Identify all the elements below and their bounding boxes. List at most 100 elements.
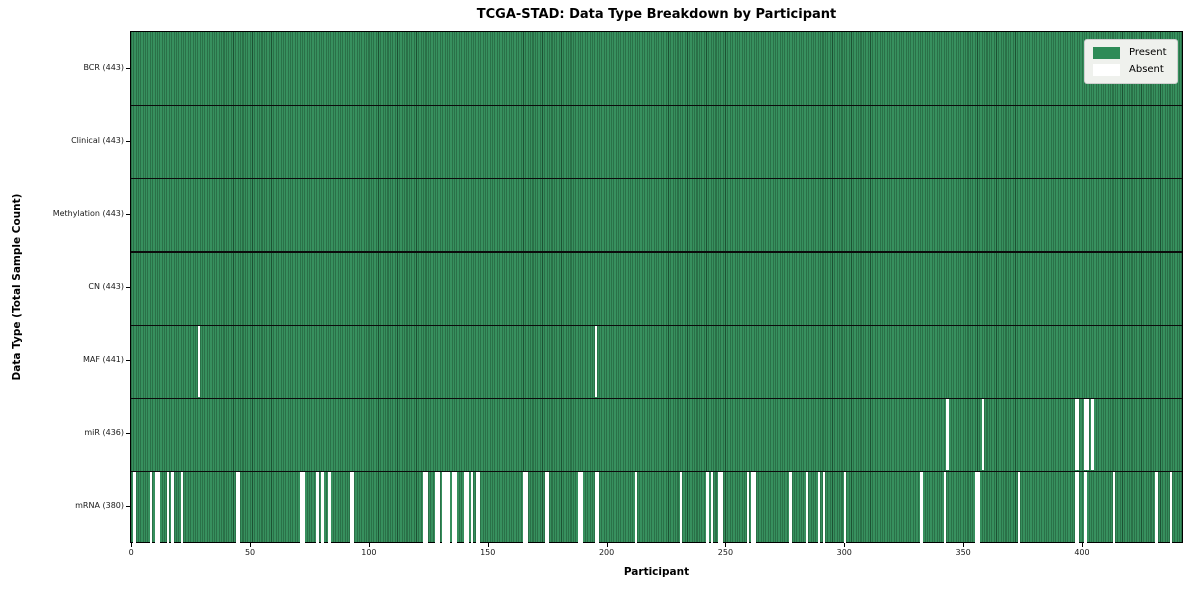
absent-cell-mRNA — [328, 471, 331, 543]
absent-cell-mRNA — [706, 471, 709, 543]
xtick-label-200: 200 — [598, 548, 615, 557]
absent-cell-mRNA — [157, 471, 160, 543]
absent-cell-mRNA — [844, 471, 847, 543]
xtick-mark — [1081, 543, 1083, 547]
absent-cell-mRNA — [720, 471, 723, 543]
xtick-mark — [250, 543, 252, 547]
absent-cell-miR — [981, 398, 985, 470]
legend-item-absent: Absent — [1093, 64, 1168, 76]
absent-cell-mRNA — [316, 471, 319, 543]
row-divider — [131, 470, 1182, 473]
absent-cell-mRNA — [1155, 471, 1158, 543]
absent-cell-mRNA — [299, 471, 303, 543]
xtick-mark — [368, 543, 370, 547]
absent-cell-mRNA — [166, 471, 170, 543]
absent-cell-mRNA — [321, 471, 324, 543]
ytick-label-CN: CN (443) — [88, 282, 124, 291]
ytick-mark — [126, 213, 130, 215]
xtick-label-350: 350 — [955, 548, 971, 557]
absent-cell-mRNA — [596, 471, 600, 543]
ytick-mark — [126, 287, 130, 288]
absent-cell-MAF — [197, 325, 200, 397]
xtick-mark — [131, 543, 133, 547]
absent-cell-mRNA — [789, 471, 792, 543]
legend-label-absent: Absent — [1129, 64, 1164, 75]
xtick-mark — [725, 543, 727, 547]
absent-cell-mRNA — [546, 471, 550, 543]
absent-cell-mRNA — [817, 471, 821, 543]
absent-cell-mRNA — [470, 471, 474, 543]
ytick-mark — [126, 67, 130, 69]
legend-item-present: Present — [1093, 47, 1168, 59]
absent-cell-mRNA — [423, 471, 426, 543]
ytick-label-Methylation: Methylation (443) — [52, 208, 124, 218]
ytick-mark — [126, 506, 130, 508]
absent-cell-mRNA — [237, 471, 241, 543]
absent-cell-mRNA — [920, 471, 923, 543]
absent-cell-mRNA — [475, 471, 479, 543]
absent-cell-mRNA — [680, 471, 683, 543]
absent-cell-mRNA — [594, 471, 597, 543]
absent-cell-mRNA — [180, 471, 184, 543]
row-divider — [131, 178, 1182, 180]
absent-cell-mRNA — [806, 471, 809, 543]
row-divider — [131, 324, 1182, 326]
ytick-label-Clinical: Clinical (443) — [71, 135, 124, 145]
absent-cell-mRNA — [710, 471, 714, 543]
absent-cell-mRNA — [544, 471, 547, 543]
absent-cell-mRNA — [634, 471, 638, 543]
xtick-mark — [963, 543, 965, 547]
xtick-label-300: 300 — [836, 548, 852, 557]
absent-cell-mRNA — [466, 471, 469, 543]
row-divider — [131, 251, 1182, 253]
absent-cell-mRNA — [1017, 471, 1020, 543]
absent-cell-mRNA — [525, 471, 528, 543]
absent-cell-miR — [1091, 398, 1094, 470]
absent-swatch-icon — [1093, 64, 1120, 76]
ytick-label-BCR: BCR (443) — [83, 62, 124, 72]
row-divider — [131, 397, 1182, 399]
ytick-label-miR: miR (436) — [84, 428, 124, 438]
xtick-label-100: 100 — [361, 548, 377, 557]
ytick-mark — [126, 433, 130, 435]
absent-cell-mRNA — [447, 471, 450, 543]
absent-cell-miR — [946, 398, 949, 470]
absent-cell-mRNA — [133, 471, 136, 543]
absent-cell-miR — [1077, 398, 1080, 470]
ytick-label-mRNA: mRNA (380) — [75, 501, 124, 511]
absent-cell-MAF — [594, 325, 597, 397]
absent-cell-mRNA — [580, 471, 583, 543]
absent-cell-mRNA — [943, 471, 947, 543]
chart-title: TCGA-STAD: Data Type Breakdown by Partic… — [476, 7, 837, 22]
absent-cell-mRNA — [577, 471, 581, 543]
absent-cell-mRNA — [435, 471, 438, 543]
row-divider — [131, 105, 1182, 107]
absent-cell-mRNA — [718, 471, 721, 543]
absent-cell-mRNA — [451, 471, 455, 543]
absent-cell-mRNA — [1112, 471, 1116, 543]
legend-label-present: Present — [1129, 47, 1167, 58]
absent-cell-mRNA — [425, 471, 429, 543]
absent-cell-mRNA — [746, 471, 749, 543]
absent-cell-mRNA — [974, 471, 978, 543]
absent-cell-mRNA — [150, 471, 153, 543]
absent-cell-mRNA — [1169, 471, 1173, 543]
absent-cell-mRNA — [822, 471, 826, 543]
present-swatch-icon — [1093, 47, 1120, 59]
absent-cell-mRNA — [751, 471, 754, 543]
absent-cell-mRNA — [437, 471, 440, 543]
absent-cell-mRNA — [753, 471, 757, 543]
xtick-label-0: 0 — [128, 548, 134, 557]
absent-cell-mRNA — [349, 471, 353, 543]
absent-cell-mRNA — [352, 471, 355, 543]
x-axis-label: Participant — [623, 566, 690, 578]
xtick-label-400: 400 — [1074, 548, 1090, 557]
absent-cell-mRNA — [1074, 471, 1078, 543]
ytick-mark — [126, 140, 130, 142]
xtick-mark — [487, 543, 489, 547]
absent-cell-mRNA — [154, 471, 158, 543]
absent-cell-mRNA — [1077, 471, 1080, 543]
ytick-mark — [126, 360, 130, 362]
absent-cell-mRNA — [463, 471, 467, 543]
